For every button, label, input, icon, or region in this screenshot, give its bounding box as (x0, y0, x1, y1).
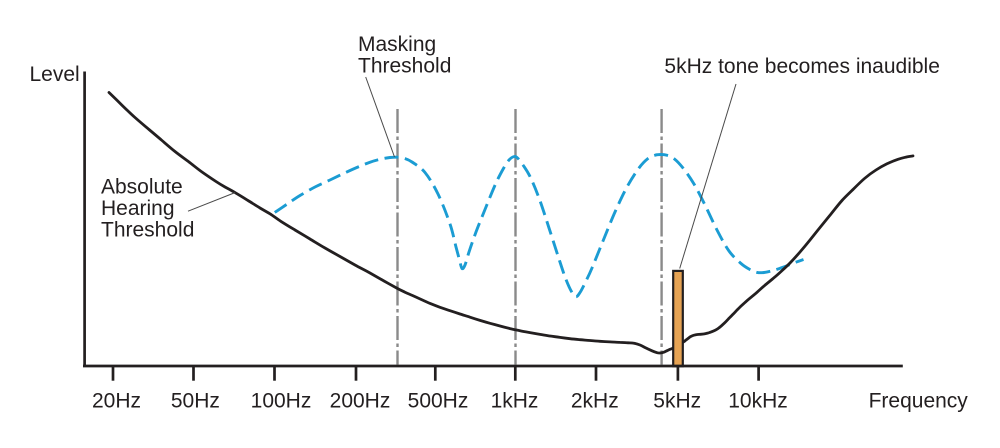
svg-text:1kHz: 1kHz (491, 390, 539, 413)
svg-text:500Hz: 500Hz (408, 390, 469, 413)
svg-text:Threshold: Threshold (358, 55, 451, 78)
svg-text:5kHz tone becomes inaudible: 5kHz tone becomes inaudible (664, 55, 940, 78)
svg-text:Hearing: Hearing (101, 197, 175, 220)
svg-text:Threshold: Threshold (101, 218, 194, 241)
svg-text:100Hz: 100Hz (251, 390, 312, 413)
svg-text:10kHz: 10kHz (728, 390, 788, 413)
svg-text:200Hz: 200Hz (330, 390, 391, 413)
svg-text:Level: Level (30, 63, 80, 86)
svg-text:20Hz: 20Hz (92, 390, 141, 413)
svg-text:50Hz: 50Hz (171, 390, 220, 413)
svg-text:2kHz: 2kHz (571, 390, 619, 413)
svg-text:Masking: Masking (358, 33, 436, 56)
svg-text:Frequency: Frequency (869, 389, 969, 412)
svg-text:Absolute: Absolute (101, 175, 183, 198)
svg-text:5kHz: 5kHz (653, 390, 701, 413)
